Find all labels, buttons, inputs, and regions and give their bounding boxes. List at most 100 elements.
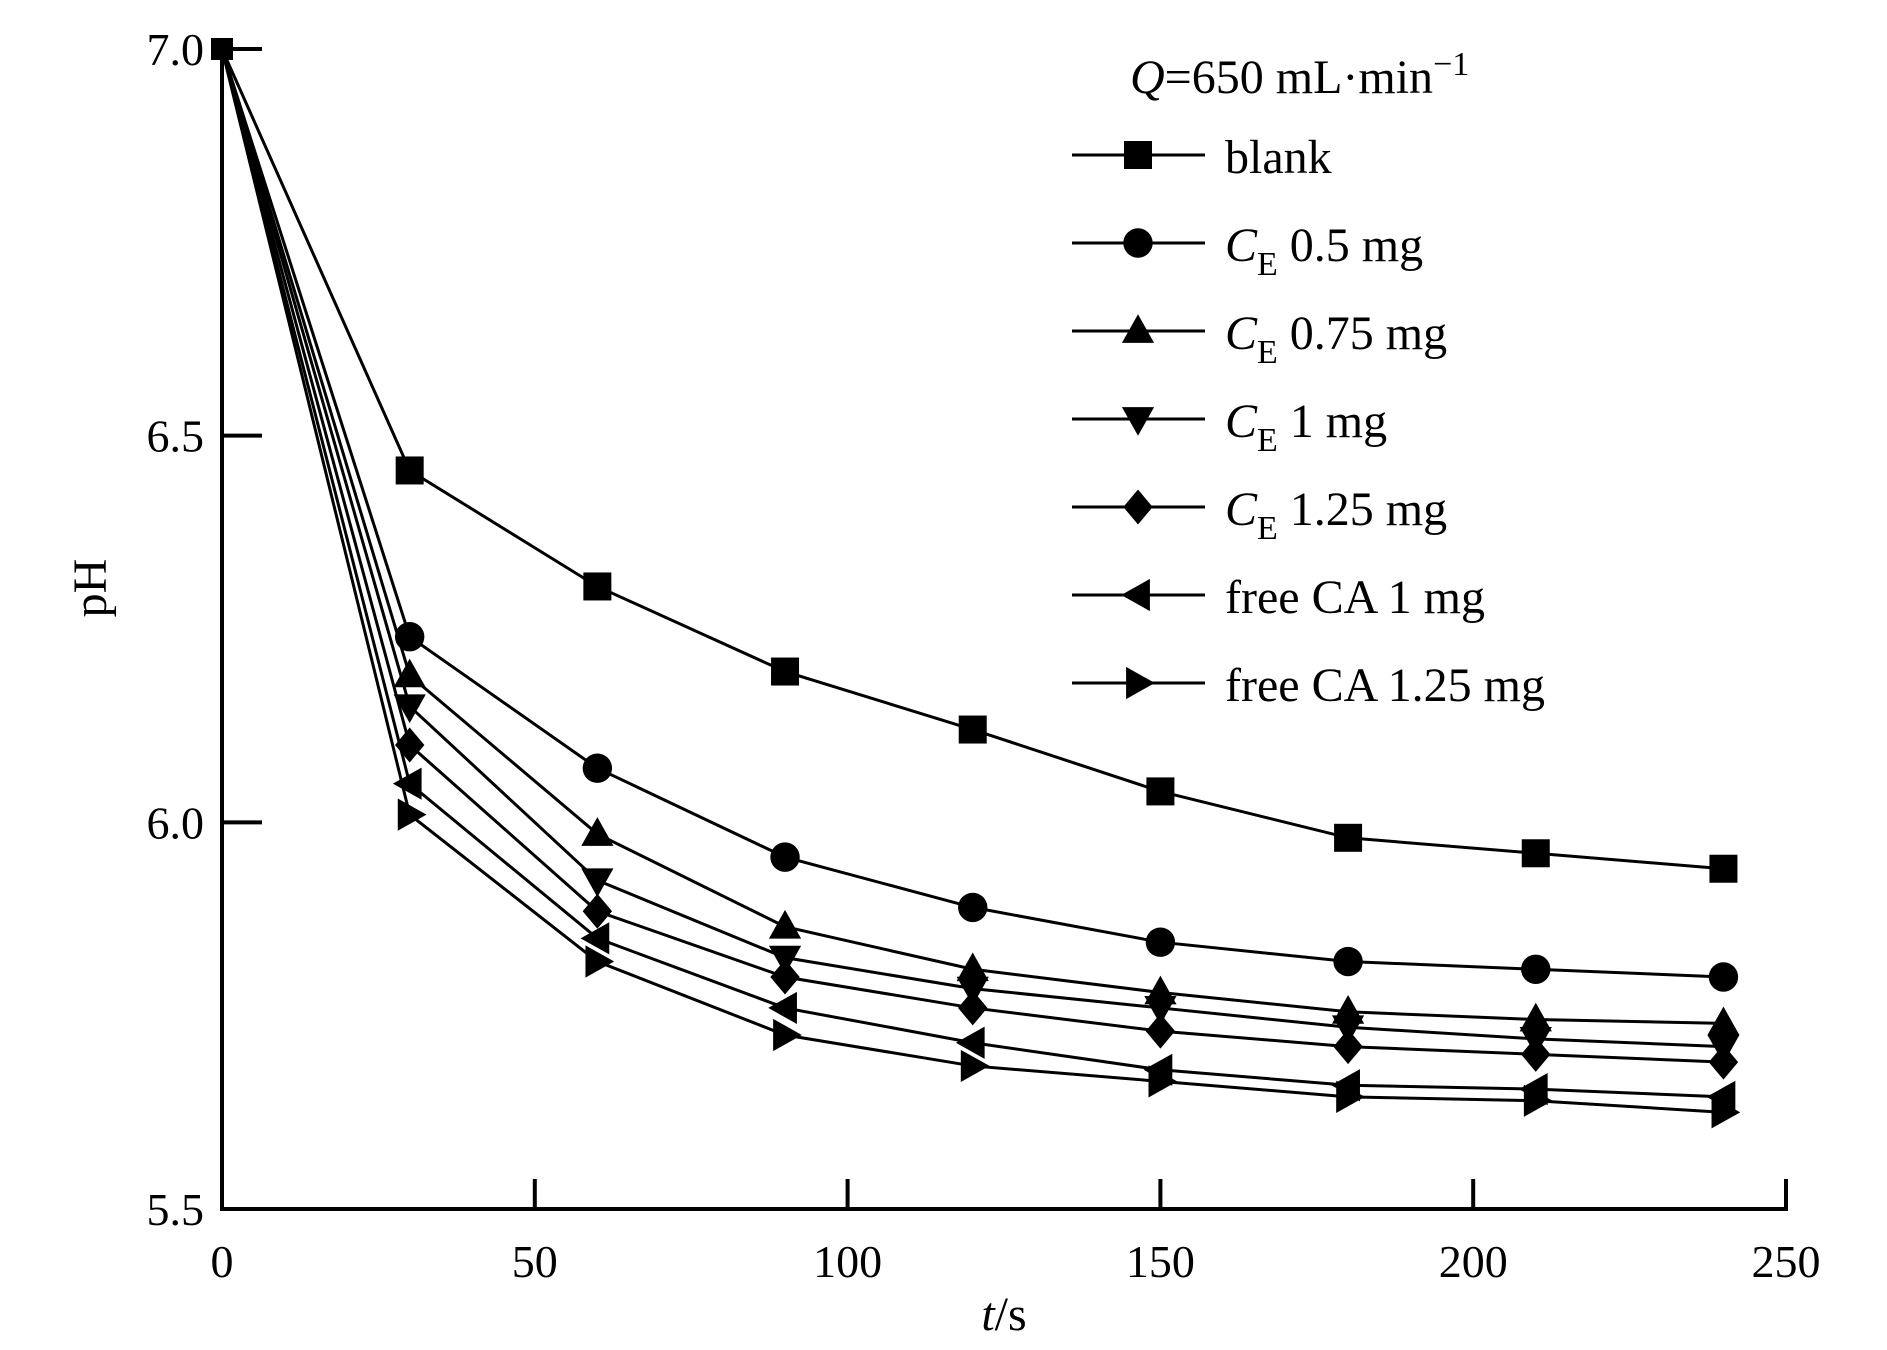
data-point xyxy=(585,945,615,978)
data-point xyxy=(1521,954,1551,984)
legend-label-subscript: E xyxy=(1257,510,1278,547)
data-point xyxy=(1709,854,1738,883)
data-point xyxy=(1145,1013,1176,1049)
data-point xyxy=(768,909,802,939)
legend-label-symbol: C xyxy=(1225,307,1258,360)
legend-label-symbol: C xyxy=(1225,219,1258,272)
data-point xyxy=(580,922,610,955)
y-tick-label: 6.0 xyxy=(147,797,205,848)
legend-title-value: =650 mL·min xyxy=(1165,51,1433,104)
legend-label: free CA 1.25 mg xyxy=(1225,659,1545,712)
data-point xyxy=(393,658,426,688)
data-point xyxy=(1148,1065,1178,1098)
data-point xyxy=(582,893,613,929)
data-point xyxy=(770,959,800,995)
legend-label: blank xyxy=(1225,131,1332,184)
legend-title: Q=650 mL·min−1 xyxy=(1130,46,1469,104)
data-point xyxy=(397,798,427,831)
data-point xyxy=(1146,777,1175,806)
data-point xyxy=(392,767,422,800)
legend-label: free CA 1 mg xyxy=(1225,571,1485,624)
x-tick-label: 150 xyxy=(1126,1236,1195,1287)
x-tick-label: 200 xyxy=(1439,1236,1508,1287)
x-axis-title: t/s xyxy=(981,1288,1026,1341)
x-tick-label: 50 xyxy=(512,1236,558,1287)
x-tick-label: 250 xyxy=(1752,1236,1821,1287)
data-point xyxy=(393,694,426,724)
data-point xyxy=(958,715,987,744)
legend-marker xyxy=(1126,666,1155,700)
data-point xyxy=(956,952,989,982)
legend-marker xyxy=(1121,407,1155,436)
legend-item: free CA 1 mg xyxy=(1072,571,1485,624)
x-tick-label: 0 xyxy=(211,1236,234,1287)
axes: 0 50 100 150 200 250 5.5 6.0 6.5 7.0 xyxy=(147,24,1821,1287)
legend-item: free CA 1.25 mg xyxy=(1072,659,1545,712)
data-point xyxy=(1144,996,1177,1025)
data-point xyxy=(583,572,612,601)
legend-label: CE 1.25 mg xyxy=(1225,483,1447,547)
data-point xyxy=(1706,1080,1736,1113)
data-point xyxy=(582,753,613,783)
series-line xyxy=(220,48,1724,871)
legend-item: CE 1 mg xyxy=(1072,395,1387,459)
data-point xyxy=(955,1026,985,1059)
data-point xyxy=(1145,927,1176,957)
data-point xyxy=(211,38,233,60)
legend-marker xyxy=(1124,141,1152,169)
legend-label-text: 1.25 mg xyxy=(1278,483,1447,536)
x-tick-label: 100 xyxy=(813,1236,882,1287)
legend-label-symbol: C xyxy=(1225,395,1258,448)
data-point xyxy=(1708,1044,1739,1080)
data-point xyxy=(768,991,797,1025)
data-point xyxy=(1707,1006,1740,1036)
series-line xyxy=(220,48,1724,1099)
legend-label: CE 0.5 mg xyxy=(1225,219,1423,283)
y-tick-label: 6.5 xyxy=(147,411,205,462)
data-point xyxy=(1711,1096,1741,1129)
legend-marker xyxy=(1123,489,1153,525)
data-point xyxy=(1333,1029,1363,1065)
data-point xyxy=(1521,839,1550,868)
legend-title-variable: Q xyxy=(1130,51,1165,104)
data-point xyxy=(581,817,614,846)
data-point xyxy=(773,1018,802,1052)
y-tick-label: 5.5 xyxy=(147,1184,205,1235)
data-point xyxy=(958,892,988,923)
legend-label: CE 1 mg xyxy=(1225,395,1387,459)
y-axis-title: pH xyxy=(64,559,117,618)
data-point xyxy=(1336,1080,1365,1113)
series-markers xyxy=(211,38,1741,1129)
series-line xyxy=(220,48,1724,1025)
data-point xyxy=(771,657,800,686)
legend-label-text: 1 mg xyxy=(1278,395,1387,448)
legend-label-text: 0.5 mg xyxy=(1278,219,1423,272)
legend-item: CE 1.25 mg xyxy=(1072,483,1447,547)
data-point xyxy=(1519,1002,1552,1032)
legend-title-exponent: −1 xyxy=(1433,46,1469,83)
legend-item: CE 0.5 mg xyxy=(1072,219,1423,283)
series-line xyxy=(220,48,1724,979)
data-point xyxy=(395,456,424,485)
legend-item: blank xyxy=(1072,131,1332,184)
legend-label: CE 0.75 mg xyxy=(1225,307,1447,371)
data-point xyxy=(770,842,800,872)
legend-marker xyxy=(1123,228,1153,258)
legend-item: CE 0.75 mg xyxy=(1072,307,1447,371)
legend-label-subscript: E xyxy=(1257,246,1278,283)
data-point xyxy=(394,622,425,652)
data-point xyxy=(1523,1084,1553,1117)
data-point xyxy=(1521,1036,1551,1072)
data-point xyxy=(960,1049,990,1083)
legend-marker xyxy=(1121,578,1150,612)
data-point xyxy=(1334,823,1363,852)
legend-marker xyxy=(1121,314,1155,343)
legend-label-text: 0.75 mg xyxy=(1278,307,1447,360)
legend-label-subscript: E xyxy=(1257,422,1278,459)
data-point xyxy=(1708,962,1739,992)
data-point xyxy=(394,727,425,763)
data-point xyxy=(581,868,614,898)
data-point xyxy=(958,990,988,1026)
